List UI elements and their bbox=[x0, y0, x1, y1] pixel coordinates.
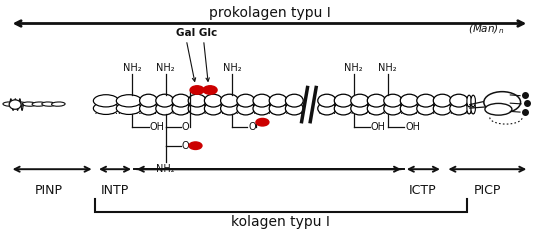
Ellipse shape bbox=[156, 102, 174, 115]
Ellipse shape bbox=[367, 102, 386, 115]
Ellipse shape bbox=[93, 95, 119, 107]
Ellipse shape bbox=[93, 102, 119, 114]
Text: INTP: INTP bbox=[100, 184, 129, 197]
Text: O: O bbox=[248, 122, 256, 132]
Ellipse shape bbox=[471, 102, 475, 114]
Ellipse shape bbox=[237, 102, 255, 115]
Ellipse shape bbox=[221, 102, 239, 115]
Ellipse shape bbox=[334, 94, 353, 107]
Ellipse shape bbox=[400, 102, 418, 115]
Ellipse shape bbox=[3, 102, 17, 106]
Ellipse shape bbox=[190, 86, 204, 94]
Ellipse shape bbox=[484, 92, 521, 113]
Text: NH₂: NH₂ bbox=[223, 63, 241, 73]
Text: O: O bbox=[182, 122, 190, 132]
Ellipse shape bbox=[467, 95, 471, 107]
Text: O: O bbox=[182, 141, 190, 151]
Ellipse shape bbox=[433, 94, 451, 107]
Ellipse shape bbox=[22, 102, 36, 106]
Ellipse shape bbox=[318, 102, 336, 115]
Ellipse shape bbox=[116, 102, 141, 114]
Ellipse shape bbox=[269, 94, 287, 107]
Ellipse shape bbox=[256, 118, 269, 126]
Ellipse shape bbox=[221, 94, 239, 107]
Text: NH₂: NH₂ bbox=[123, 63, 141, 73]
Ellipse shape bbox=[253, 102, 271, 115]
Ellipse shape bbox=[156, 94, 174, 107]
Ellipse shape bbox=[116, 95, 141, 107]
Ellipse shape bbox=[253, 94, 271, 107]
Ellipse shape bbox=[471, 95, 475, 107]
Ellipse shape bbox=[285, 94, 303, 107]
Ellipse shape bbox=[400, 94, 418, 107]
Ellipse shape bbox=[384, 102, 402, 115]
Text: PICP: PICP bbox=[474, 184, 501, 197]
Text: OH: OH bbox=[405, 122, 420, 132]
Ellipse shape bbox=[205, 94, 222, 107]
Text: OH: OH bbox=[371, 122, 386, 132]
Ellipse shape bbox=[237, 94, 255, 107]
Ellipse shape bbox=[12, 102, 26, 106]
Text: NH₂: NH₂ bbox=[157, 63, 175, 73]
Ellipse shape bbox=[318, 94, 336, 107]
Ellipse shape bbox=[172, 94, 190, 107]
Ellipse shape bbox=[433, 102, 451, 115]
Ellipse shape bbox=[139, 94, 158, 107]
Text: PINP: PINP bbox=[35, 184, 63, 197]
Text: NH₂: NH₂ bbox=[157, 164, 175, 174]
Ellipse shape bbox=[285, 102, 303, 115]
Ellipse shape bbox=[188, 102, 206, 115]
Ellipse shape bbox=[269, 102, 287, 115]
Text: NH₂: NH₂ bbox=[379, 63, 397, 73]
Text: NH₂: NH₂ bbox=[345, 63, 363, 73]
Text: prokolagen typu I: prokolagen typu I bbox=[209, 6, 331, 20]
Ellipse shape bbox=[450, 94, 468, 107]
Ellipse shape bbox=[205, 102, 222, 115]
Text: (Man)$_n$: (Man)$_n$ bbox=[468, 23, 504, 36]
Text: OH: OH bbox=[150, 122, 165, 132]
Ellipse shape bbox=[32, 102, 46, 106]
Text: kolagen typu I: kolagen typu I bbox=[231, 215, 330, 229]
Text: Gal Glc: Gal Glc bbox=[177, 27, 218, 38]
Ellipse shape bbox=[203, 86, 217, 94]
Ellipse shape bbox=[367, 94, 386, 107]
Ellipse shape bbox=[384, 94, 402, 107]
Ellipse shape bbox=[172, 102, 190, 115]
Ellipse shape bbox=[467, 102, 471, 114]
Ellipse shape bbox=[351, 94, 369, 107]
Ellipse shape bbox=[139, 102, 158, 115]
Ellipse shape bbox=[417, 102, 435, 115]
Text: ICTP: ICTP bbox=[408, 184, 436, 197]
Ellipse shape bbox=[42, 102, 56, 106]
Ellipse shape bbox=[9, 100, 21, 109]
Ellipse shape bbox=[189, 142, 202, 149]
Ellipse shape bbox=[485, 103, 512, 115]
Ellipse shape bbox=[334, 102, 353, 115]
Ellipse shape bbox=[417, 94, 435, 107]
Ellipse shape bbox=[450, 102, 468, 115]
Ellipse shape bbox=[351, 102, 369, 115]
Ellipse shape bbox=[51, 102, 65, 106]
Ellipse shape bbox=[188, 94, 206, 107]
